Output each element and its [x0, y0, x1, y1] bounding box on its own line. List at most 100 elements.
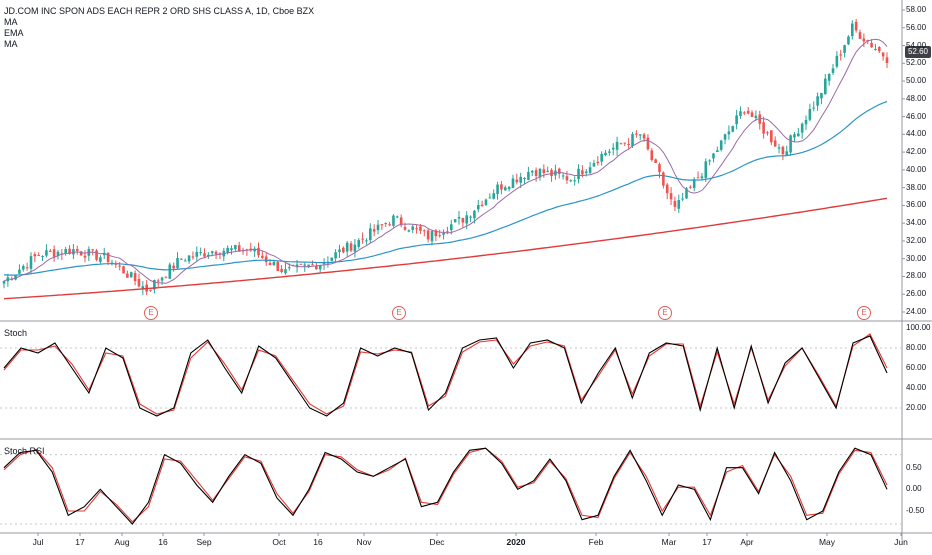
indicator-ma2-label[interactable]: MA	[4, 39, 18, 49]
stochrsi-k-line	[3, 447, 888, 525]
candle-body	[565, 176, 569, 181]
candle-body	[569, 180, 573, 182]
candle-body	[376, 224, 380, 231]
candle-body	[546, 170, 549, 172]
candle-body	[492, 193, 495, 199]
candle-body	[280, 268, 283, 273]
candle-body	[195, 251, 199, 257]
earnings-marker[interactable]: E	[392, 306, 406, 320]
candle-body	[48, 250, 52, 252]
x-tick-label: Sep	[196, 537, 212, 547]
y-tick-label: 56.00	[906, 22, 927, 32]
y-tick-label: 46.00	[906, 111, 927, 121]
candle-body	[257, 247, 260, 256]
candle-body	[33, 254, 37, 257]
candle-body	[854, 21, 858, 31]
candle-body	[430, 231, 434, 242]
candle-body	[230, 248, 233, 251]
candle-body	[334, 252, 337, 259]
candle-body	[446, 231, 449, 233]
stochrsi-tick-label: 0.00	[906, 484, 922, 494]
stoch-k-line	[3, 335, 888, 417]
indicator-ema-label[interactable]: EMA	[4, 28, 24, 38]
earnings-marker[interactable]: E	[144, 306, 158, 320]
y-tick-label: 30.00	[906, 253, 927, 263]
candle-body	[384, 223, 388, 225]
earnings-marker[interactable]: E	[857, 306, 871, 320]
y-tick-label: 32.00	[906, 235, 927, 245]
candle-body	[191, 256, 195, 258]
stoch-tick-label: 100.00	[906, 323, 931, 332]
candle-body	[885, 57, 889, 64]
stoch-tick-label: 40.00	[906, 383, 927, 392]
candle-body	[311, 264, 314, 266]
candle-body	[677, 200, 681, 209]
candle-body	[631, 134, 634, 147]
candle-body	[318, 265, 322, 270]
x-tick-label: 2020	[506, 537, 526, 547]
candle-body	[284, 269, 287, 274]
candle-body	[141, 286, 145, 289]
candle-body	[577, 168, 580, 180]
candle-body	[476, 205, 480, 210]
stochrsi-pane-title[interactable]: Stoch RSI	[4, 446, 45, 456]
indicator-ma-label[interactable]: MA	[4, 17, 18, 27]
candle-body	[449, 224, 453, 231]
candle-body	[739, 111, 742, 116]
y-tick-label: 34.00	[906, 218, 927, 228]
x-tick-label: Mar	[661, 537, 677, 547]
candle-body	[106, 252, 110, 263]
candle-body	[488, 197, 492, 199]
candle-body	[29, 256, 33, 269]
candle-body	[650, 150, 654, 160]
stochrsi-tick-label: -0.50	[906, 506, 925, 515]
x-tick-label: 17	[702, 537, 712, 547]
candle-body	[126, 273, 129, 278]
candle-body	[461, 218, 465, 223]
candle-body	[812, 107, 816, 109]
earnings-marker[interactable]: E	[658, 306, 672, 320]
candle-body	[654, 159, 657, 163]
stochrsi-tick-label: 0.50	[906, 462, 922, 472]
candle-body	[808, 108, 812, 120]
ma-long-line	[3, 197, 888, 300]
candle-body	[357, 240, 361, 247]
candle-body	[870, 42, 873, 48]
candle-body	[392, 215, 395, 226]
candle-body	[442, 233, 445, 235]
candle-body	[793, 134, 796, 138]
candle-body	[399, 217, 403, 226]
chart-legend: JD.COM INC SPON ADS EACH REPR 2 ORD SHS …	[4, 6, 314, 50]
x-tick-label: 17	[75, 537, 85, 547]
candle-body	[507, 187, 511, 189]
x-tick-label: Jul	[32, 537, 44, 547]
candle-body	[538, 168, 542, 178]
candle-body	[18, 269, 21, 274]
candle-body	[434, 230, 438, 237]
candle-body	[403, 226, 407, 230]
candle-body	[37, 254, 41, 256]
y-tick-label: 26.00	[906, 289, 927, 299]
stoch-pane-title[interactable]: Stoch	[4, 328, 28, 338]
candle-body	[658, 164, 661, 173]
candle-body	[303, 264, 307, 266]
candle-body	[704, 161, 708, 178]
y-tick-label: 42.00	[906, 147, 927, 157]
candle-body	[75, 249, 79, 251]
candle-body	[465, 215, 469, 224]
candle-body	[708, 160, 711, 162]
candle-body	[214, 251, 218, 255]
candle-body	[345, 242, 349, 252]
candle-body	[79, 251, 83, 256]
y-tick-label: 58.00	[906, 5, 927, 14]
candle-body	[789, 135, 792, 153]
candle-body	[615, 141, 619, 150]
candle-body	[183, 260, 187, 262]
candle-body	[627, 144, 630, 146]
candle-body	[700, 176, 704, 179]
candle-body	[750, 112, 754, 117]
candle-body	[453, 219, 457, 223]
candle-body	[207, 254, 210, 257]
